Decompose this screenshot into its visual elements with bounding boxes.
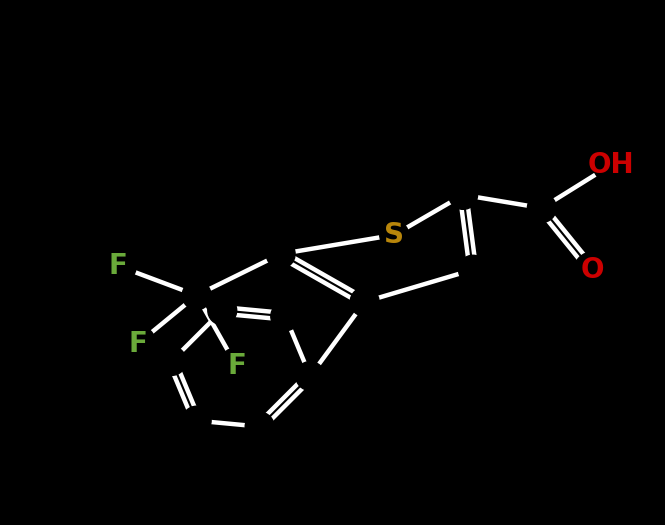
Circle shape: [574, 252, 610, 289]
Circle shape: [449, 181, 477, 209]
Circle shape: [119, 326, 156, 362]
Circle shape: [100, 247, 136, 284]
Circle shape: [296, 362, 325, 391]
Circle shape: [182, 281, 211, 310]
Circle shape: [182, 406, 211, 435]
Circle shape: [458, 255, 487, 284]
Circle shape: [245, 412, 274, 441]
Circle shape: [593, 146, 630, 183]
Text: F: F: [128, 330, 147, 358]
Circle shape: [350, 288, 379, 316]
Circle shape: [271, 302, 300, 331]
Circle shape: [207, 296, 237, 325]
Circle shape: [158, 346, 186, 375]
Text: OH: OH: [588, 151, 634, 178]
Text: F: F: [108, 252, 127, 280]
Text: F: F: [227, 352, 246, 380]
Text: O: O: [581, 256, 604, 285]
Circle shape: [218, 348, 255, 384]
Circle shape: [266, 239, 295, 268]
Circle shape: [380, 220, 408, 249]
Circle shape: [527, 194, 557, 223]
Text: S: S: [384, 221, 404, 249]
